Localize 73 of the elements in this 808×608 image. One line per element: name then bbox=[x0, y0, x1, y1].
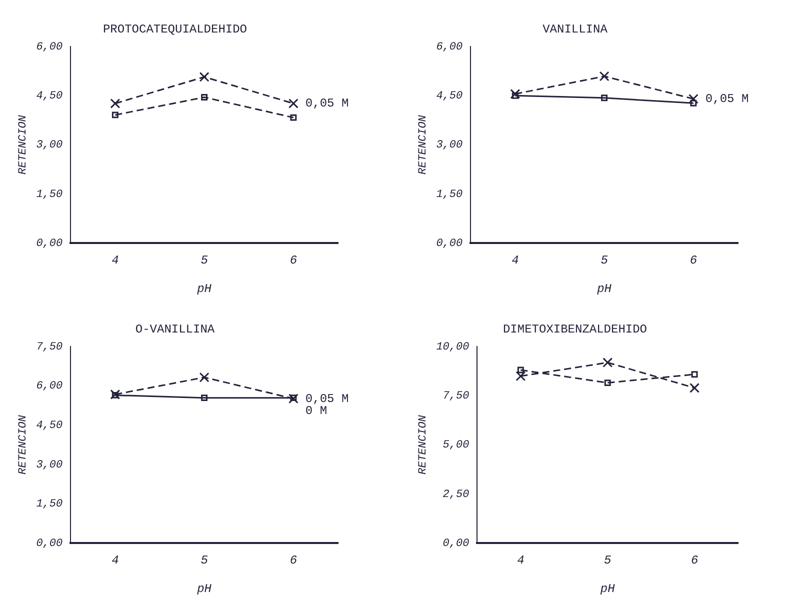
series-label: 0 M bbox=[305, 404, 328, 418]
point bbox=[690, 382, 700, 393]
point bbox=[110, 98, 120, 108]
y-tick-label: 7,50 bbox=[36, 341, 63, 354]
y-tick-label: 3,00 bbox=[436, 140, 463, 152]
x-tick-label: 6 bbox=[290, 554, 298, 568]
point bbox=[602, 358, 613, 368]
y-tick-label: 5,00 bbox=[442, 440, 470, 452]
x-tick-label: 6 bbox=[690, 554, 698, 568]
x-axis-title: pH bbox=[196, 582, 212, 596]
x-tick-label: 4 bbox=[112, 554, 119, 568]
point bbox=[112, 392, 118, 398]
y-tick-label: 1,50 bbox=[436, 188, 463, 201]
point bbox=[199, 372, 210, 382]
point bbox=[688, 94, 698, 104]
y-axis-title: RETENCION bbox=[18, 114, 30, 175]
series-label: 0,05 M bbox=[305, 392, 349, 406]
y-tick-label: 2,50 bbox=[442, 488, 470, 501]
point bbox=[690, 100, 697, 106]
point bbox=[201, 394, 208, 402]
x-axis-title: pH bbox=[196, 282, 212, 296]
y-tick-label: 4,50 bbox=[436, 90, 463, 103]
x-tick-label: 6 bbox=[290, 254, 298, 268]
y-tick-label: 7,50 bbox=[442, 390, 470, 403]
x-tick-label: 4 bbox=[512, 254, 519, 268]
y-tick-label: 6,00 bbox=[36, 380, 63, 393]
y-tick-label: 3,00 bbox=[36, 459, 63, 472]
x-tick-label: 5 bbox=[200, 254, 208, 268]
x-tick-label: 5 bbox=[200, 554, 208, 568]
point bbox=[601, 94, 608, 102]
y-tick-label: 3,00 bbox=[36, 140, 63, 152]
y-tick-label: 6,00 bbox=[436, 41, 463, 54]
point bbox=[512, 92, 518, 99]
chart-title: O-VANILLINA bbox=[135, 322, 216, 336]
x-tick-label: 5 bbox=[604, 554, 612, 568]
series-label: 0,05 M bbox=[705, 92, 749, 106]
point bbox=[290, 394, 297, 402]
y-tick-label: 4,50 bbox=[36, 420, 63, 432]
point bbox=[112, 112, 118, 118]
y-tick-label: 0,00 bbox=[36, 238, 63, 250]
y-tick-label: 10,00 bbox=[436, 341, 470, 354]
point bbox=[290, 114, 297, 121]
series-label: 0,05 M bbox=[305, 96, 349, 111]
y-tick-label: 1,50 bbox=[36, 498, 63, 511]
chart-title: PROTOCATEQUIALDEHIDO bbox=[102, 22, 248, 36]
y-axis-title: RETENCION bbox=[418, 414, 430, 475]
x-tick-label: 5 bbox=[600, 254, 608, 268]
y-tick-label: 1,50 bbox=[36, 188, 63, 201]
point bbox=[201, 94, 208, 100]
y-tick-label: 4,50 bbox=[36, 90, 63, 103]
point bbox=[288, 98, 298, 108]
x-axis-title: pH bbox=[599, 582, 616, 596]
y-tick-label: 0,00 bbox=[442, 538, 470, 550]
point bbox=[599, 71, 610, 82]
x-tick-label: 6 bbox=[690, 254, 698, 268]
y-axis-title: RETENCION bbox=[18, 414, 30, 475]
point bbox=[604, 380, 611, 386]
x-tick-label: 4 bbox=[517, 554, 524, 568]
y-tick-label: 6,00 bbox=[36, 41, 63, 54]
x-tick-label: 4 bbox=[112, 254, 119, 268]
point bbox=[691, 371, 698, 378]
point bbox=[510, 88, 520, 99]
point bbox=[288, 394, 298, 404]
point bbox=[516, 371, 526, 382]
point bbox=[517, 366, 524, 374]
chart-title: DIMETOXIBENZALDEHIDO bbox=[502, 322, 648, 336]
point bbox=[110, 389, 120, 400]
chart-title: VANILLINA bbox=[542, 22, 608, 36]
y-tick-label: 0,00 bbox=[36, 538, 63, 550]
y-axis-title: RETENCION bbox=[418, 114, 430, 175]
y-tick-label: 0,00 bbox=[436, 238, 463, 250]
point bbox=[199, 72, 210, 82]
x-axis-title: pH bbox=[596, 282, 612, 296]
